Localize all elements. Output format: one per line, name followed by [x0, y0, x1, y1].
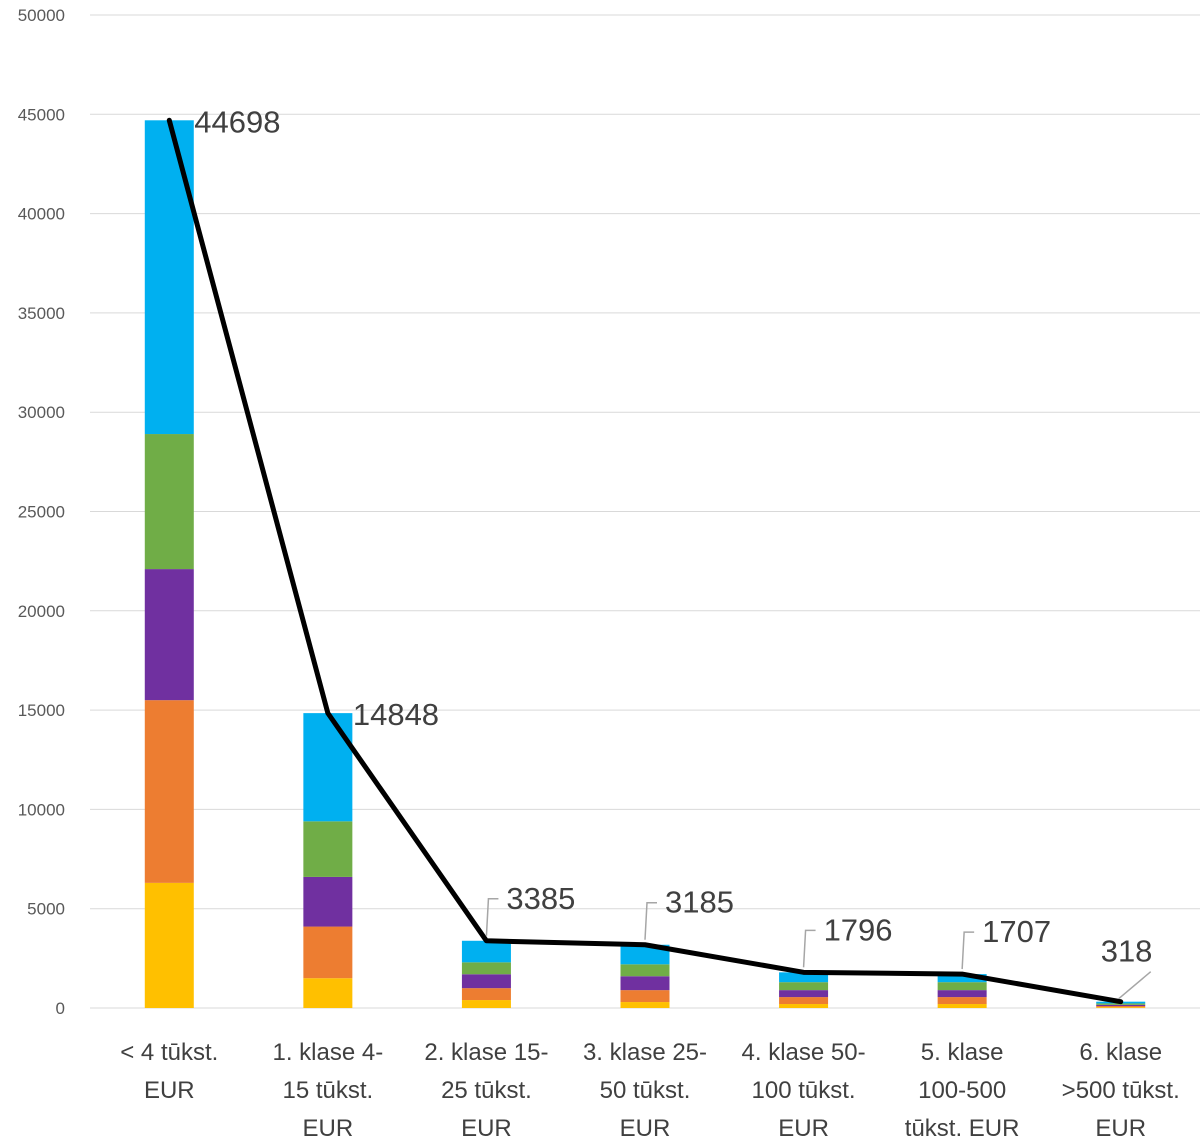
bar-segment — [620, 990, 670, 1003]
bar-segment — [461, 940, 511, 963]
bar-segment — [937, 990, 987, 998]
y-tick-label: 5000 — [27, 900, 65, 919]
bar-segment — [144, 569, 194, 701]
y-tick-label: 30000 — [18, 403, 65, 422]
x-category-label-line: EUR — [1095, 1115, 1146, 1142]
bar-segment — [937, 997, 987, 1005]
bar-segment — [461, 988, 511, 1001]
y-tick-label: 15000 — [18, 701, 65, 720]
x-category-label: 6. klase >500 tūkst. EUR — [1062, 1039, 1180, 1142]
bar-segment — [461, 1000, 511, 1008]
bar-segment — [779, 982, 829, 991]
y-tick-label: 0 — [56, 999, 65, 1018]
x-category-label-line: < 4 tūkst. — [120, 1039, 218, 1066]
y-tick-label: 40000 — [18, 205, 65, 224]
x-category-label-line: >500 tūkst. — [1062, 1077, 1180, 1104]
x-category-label-line: 1. klase 4- — [272, 1039, 383, 1066]
data-label-leader — [1118, 971, 1152, 1000]
x-category-label-line: EUR — [778, 1115, 829, 1142]
data-labels: 44698 14848 3385 3185 1796 1707 318 — [194, 104, 1153, 1000]
x-category-label-line: EUR — [461, 1115, 512, 1142]
data-label-leader — [485, 898, 499, 936]
x-category-label-line: 50 tūkst. — [600, 1077, 691, 1104]
bar-segment — [303, 821, 353, 877]
data-label: 3185 — [665, 885, 734, 920]
data-label-leader — [644, 901, 657, 940]
data-label-leader — [802, 929, 816, 968]
data-label-leader — [961, 931, 975, 970]
bar-segment — [1096, 1006, 1146, 1008]
x-category-label-line: 100-500 — [918, 1077, 1006, 1104]
x-category-label: 4. klase 50- 100 tūkst. EUR — [742, 1039, 866, 1142]
data-label: 44698 — [194, 104, 280, 139]
gridlines — [90, 14, 1200, 1009]
data-label: 318 — [1101, 934, 1153, 969]
x-category-label-line: 6. klase — [1079, 1039, 1162, 1066]
x-category-label-line: 3. klase 25- — [583, 1039, 707, 1066]
y-tick-label: 25000 — [18, 503, 65, 522]
bar-segment — [144, 434, 194, 570]
bar-segment — [937, 974, 987, 983]
bar-segment — [303, 713, 353, 822]
bar-segment — [620, 1002, 670, 1008]
y-tick-label: 35000 — [18, 304, 65, 323]
bar-segment — [144, 120, 194, 435]
x-category-label-line: EUR — [144, 1077, 195, 1104]
x-category-label: 1. klase 4- 15 tūkst. EUR — [272, 1039, 383, 1142]
bar-segment — [620, 976, 670, 991]
bar-segment — [1096, 1007, 1146, 1008]
bar-segment — [620, 944, 670, 965]
bar-segment — [303, 978, 353, 1008]
bar-segment — [779, 1004, 829, 1008]
x-category-label-line: 2. klase 15- — [424, 1039, 548, 1066]
total-line — [166, 117, 1124, 1005]
y-tick-label: 50000 — [18, 6, 65, 25]
x-category-label-line: tūkst. EUR — [905, 1115, 1020, 1142]
x-category-label-line: 15 tūkst. — [282, 1077, 373, 1104]
bars — [144, 120, 1146, 1008]
bar-segment — [779, 997, 829, 1005]
bar-segment — [937, 1004, 987, 1008]
bar-segment — [461, 974, 511, 989]
x-category-label-line: EUR — [303, 1115, 354, 1142]
bar-segment — [303, 876, 353, 927]
x-category-label: 5. klase 100-500 tūkst. EUR — [905, 1039, 1020, 1142]
data-label: 1707 — [982, 914, 1051, 949]
x-category-label-line: 100 tūkst. — [752, 1077, 856, 1104]
bar-segment — [779, 972, 829, 983]
data-label: 1796 — [824, 912, 893, 947]
y-axis-tick-labels: 0 5000 10000 15000 20000 25000 30000 35000 40000… — [18, 6, 65, 1018]
x-category-label-line: 5. klase — [921, 1039, 1004, 1066]
y-tick-label: 10000 — [18, 800, 65, 819]
y-tick-label: 20000 — [18, 602, 65, 621]
x-category-label-line: 25 tūkst. — [441, 1077, 532, 1104]
total-line-path — [166, 117, 1124, 1005]
x-category-label-line: EUR — [620, 1115, 671, 1142]
bar-segment — [144, 700, 194, 883]
data-label: 14848 — [353, 697, 439, 732]
bar-segment — [461, 962, 511, 975]
data-label: 3385 — [506, 881, 575, 916]
y-tick-label: 45000 — [18, 105, 65, 124]
bar-segment — [937, 982, 987, 991]
bar-segment — [144, 882, 194, 1008]
bar-segment — [1096, 1004, 1146, 1007]
bar-segment — [303, 926, 353, 979]
x-category-label: 3. klase 25- 50 tūkst. EUR — [583, 1039, 707, 1142]
x-category-label: 2. klase 15- 25 tūkst. EUR — [424, 1039, 548, 1142]
x-category-label-line: 4. klase 50- — [742, 1039, 866, 1066]
x-category-label: < 4 tūkst. EUR — [120, 1039, 218, 1104]
bar-segment — [779, 990, 829, 998]
bar-segment — [620, 964, 670, 977]
